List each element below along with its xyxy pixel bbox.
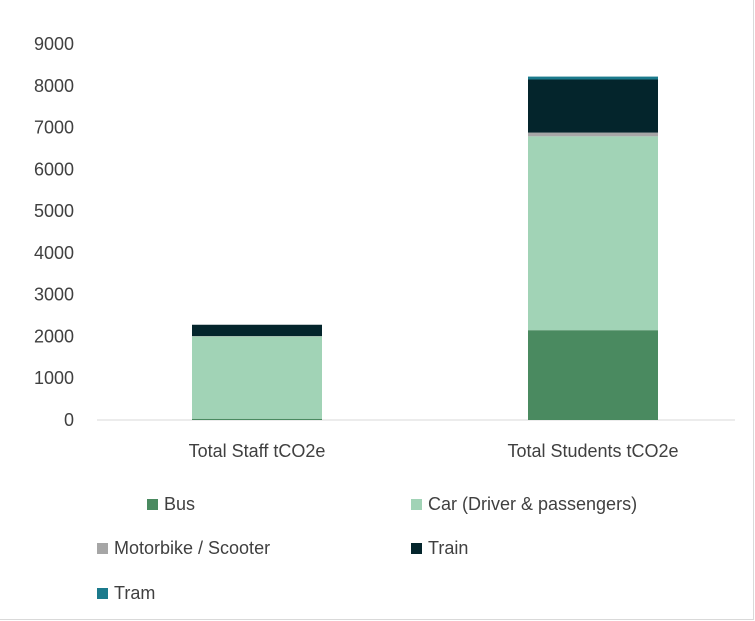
bar-segment-car-driver-passengers-1 bbox=[528, 136, 658, 331]
y-tick-label: 5000 bbox=[34, 201, 74, 221]
x-tick-label: Total Students tCO2e bbox=[507, 441, 678, 461]
y-tick-label: 8000 bbox=[34, 76, 74, 96]
bar-segment-train-1 bbox=[528, 79, 658, 133]
y-tick-label: 2000 bbox=[34, 326, 74, 346]
x-tick-label: Total Staff tCO2e bbox=[189, 441, 326, 461]
y-tick-label: 9000 bbox=[34, 34, 74, 54]
y-axis: 0 1000 2000 3000 4000 5000 6000 7000 8000 9000 bbox=[34, 34, 74, 430]
bar-segment-motorbike-scooter-1 bbox=[528, 132, 658, 137]
bar-segment-train-0 bbox=[192, 324, 322, 337]
y-tick-label: 7000 bbox=[34, 118, 74, 138]
bar-segment-car-driver-passengers-0 bbox=[192, 336, 322, 419]
bar-segment-tram-1 bbox=[528, 76, 658, 80]
y-tick-label: 3000 bbox=[34, 285, 74, 305]
bars-group bbox=[192, 76, 658, 420]
y-tick-label: 0 bbox=[64, 410, 74, 430]
bar-segment-bus-1 bbox=[528, 330, 658, 420]
y-tick-label: 1000 bbox=[34, 368, 74, 388]
y-tick-label: 6000 bbox=[34, 159, 74, 179]
x-axis-labels: Total Staff tCO2e Total Students tCO2e bbox=[189, 441, 679, 461]
bar-segment-bus-0 bbox=[192, 418, 322, 420]
y-tick-label: 4000 bbox=[34, 243, 74, 263]
